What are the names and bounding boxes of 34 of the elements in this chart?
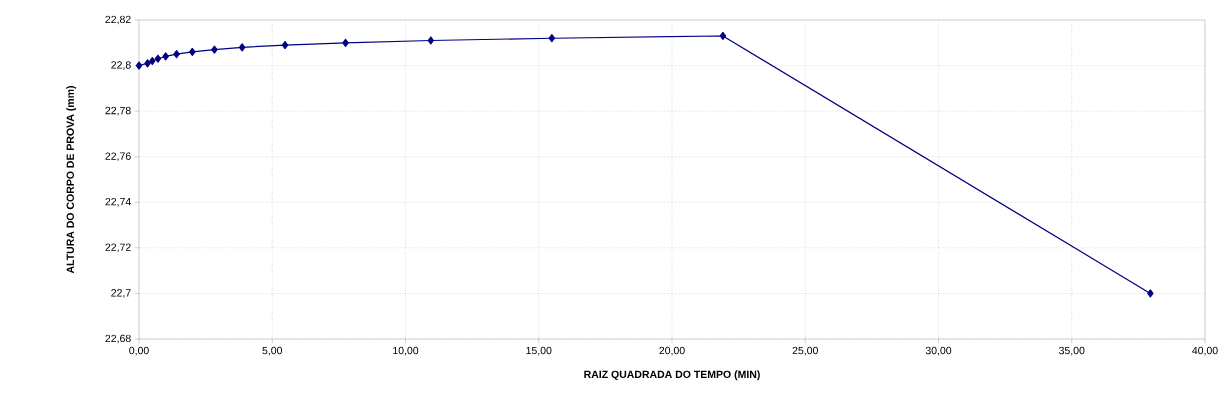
point (281, 40, 289, 50)
point (548, 34, 556, 43)
x-tick-label: 35,00 (1058, 346, 1085, 356)
y-tick-label: 22,7 (111, 289, 131, 298)
point (427, 36, 435, 45)
x-tick-label: 0,00 (129, 346, 149, 356)
point (211, 45, 218, 54)
point (162, 52, 169, 61)
y-tick-label: 22,78 (105, 106, 131, 116)
y-tick-label: 22,72 (105, 243, 131, 253)
y-axis-title: ALTURA DO CORPO DE PROVA (mm) (66, 86, 77, 274)
x-tick-label: 30,00 (925, 346, 952, 356)
point (342, 38, 349, 47)
point (173, 50, 180, 59)
x-tick-label: 20,00 (659, 346, 685, 356)
point (144, 59, 151, 68)
point (238, 43, 246, 52)
y-tick-label: 22,76 (105, 152, 131, 162)
point (1147, 289, 1154, 298)
point (154, 54, 162, 63)
x-axis-title: RAIZ QUADRADA DO TEMPO (MIN) (584, 370, 760, 381)
x-tick-label: 10,00 (393, 346, 419, 356)
y-tick-label: 22,68 (105, 334, 131, 344)
x-tick-label: 5,00 (262, 346, 283, 356)
point (135, 61, 143, 70)
point (189, 47, 196, 56)
y-tick-label: 22,74 (105, 197, 131, 207)
x-tick-label: 25,00 (792, 346, 818, 356)
point (149, 56, 156, 66)
x-tick-label: 40,00 (1192, 346, 1218, 356)
y-tick-label: 22,82 (105, 15, 131, 25)
y-tick-label: 22,8 (111, 61, 131, 70)
point (719, 31, 727, 41)
x-tick-label: 15,00 (526, 346, 552, 356)
